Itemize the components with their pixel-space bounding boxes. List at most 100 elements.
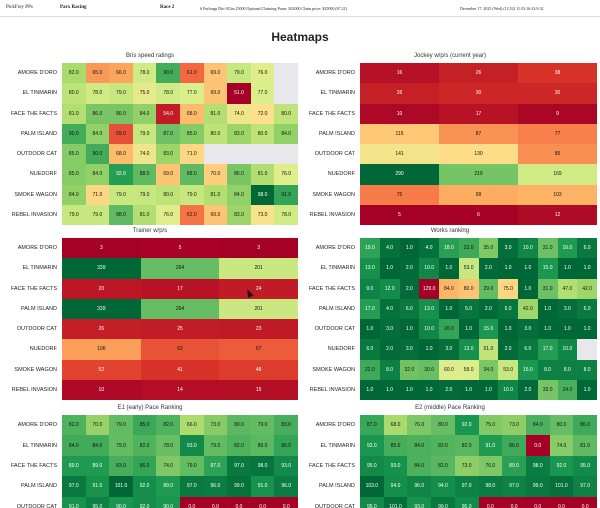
heatmap-cell: 90.0 [156,496,180,508]
heatmap-cell: 98.0 [525,455,550,477]
heatmap-cell: 82.0 [454,435,479,456]
row-label: AMORE D'ORO [17,245,57,252]
heatmap-cell: 3.0 [399,339,420,360]
heatmap-cell: 103 [518,184,597,205]
heatmap-grid: 16 26 38 26 30 30 10 17 9 116 87 77 141 130 85 290 219 16… [360,63,597,225]
heatmap-cell: 83.0 [274,415,298,436]
heatmap-cell: 3 [62,238,141,259]
heatmap-cell: 6.0 [518,339,538,360]
heatmap-cell: 1.0 [360,319,380,340]
heatmap-cell: 85 [518,144,597,165]
heatmap-cell: 84.0 [62,435,86,456]
heatmap-cell: 1.0 [577,258,597,279]
row-label: EL TINMARIN [22,442,57,449]
heatmap-cell: 91.0 [62,496,86,508]
heatmap-cell: 10 [360,103,439,124]
heatmap-cell: 82.0 [227,435,251,456]
heatmap-cell: 1.0 [498,319,518,340]
heatmap-cell: 84.0 [407,435,432,456]
heatmap-cell: 79.0 [203,435,228,456]
row-label: REBEL INVASION [309,386,355,393]
heatmap-cell: 89.0 [502,455,526,477]
heatmap-cell: 77.0 [180,83,204,104]
heatmap-cell: 5 [360,204,439,225]
heatmap-cell: 84.0 [85,123,110,144]
heatmap-cell: 32.0 [399,359,420,380]
heatmap-cell: 80.0 [431,415,455,436]
heatmap-cell: 20.0 [439,319,459,340]
heatmap-cell: 86.0 [274,435,298,456]
heatmap-cell: 51.0 [478,339,499,360]
heatmap-title: E1 (early) Pace Ranking [117,405,183,411]
heatmap-cell: 339 [62,258,141,279]
heatmap-cell: 1.0 [518,278,538,299]
heatmap-cell: 78.0 [156,435,180,456]
heatmap-cell: 96.0 [407,476,432,497]
row-labels: AMORE D'ORO EL TINMARIN FACE THE FACTS PALM… [300,415,355,508]
heatmap-cell: 83.0 [227,123,251,144]
heatmap-cell: 15 [219,379,298,400]
heatmap-cell: 1.0 [439,298,459,319]
heatmap-cell [250,144,275,165]
heatmap-title: Trainer w/p/s [132,228,168,234]
heatmap-cell: 23 [219,319,298,340]
heatmap-cell: 87.0 [203,455,228,477]
heatmap-cell: 2.0 [478,298,499,319]
row-label: FACE THE FACTS [308,285,355,292]
heatmap-grid: 82.0 70.0 79.0 85.0 82.0 66.0 73.0 80.0 79.0 83.0… [62,415,298,508]
heatmap-cell: 98.0 [250,455,275,477]
heatmap-cell: 0.0 [502,496,526,508]
heatmap-cell: 1.0 [360,379,380,400]
heatmap-cell: 80.0 [227,415,251,436]
heatmap-cell: 99.0 [431,496,455,508]
heatmap-cell: 48 [219,359,298,380]
heatmap-cell: 72.0 [250,103,275,124]
header-bar: PickFrey PPs Parx Racing Race 2 6 Furlon… [0,0,600,17]
heatmap-cell: 80.0 [156,184,180,205]
row-labels: AMORE D'ORO EL TINMARIN FACE THE FACTS PALM… [300,63,355,225]
heatmap-cell: 1.0 [537,298,558,319]
row-label: SMOKE WAGON [14,366,57,373]
heatmap-cell: 98.0 [250,184,275,205]
heatmap-cell: 77 [518,123,597,144]
heatmap-cell: 1.0 [379,379,400,400]
race-conditions: 6 Furlongs Dirt 0Clm 25000 Optional Clai… [200,6,347,11]
heatmap-cell: 0.0 [180,496,204,508]
heatmap-cell: 94.0 [383,476,408,497]
heatmap-cell: 0.0 [250,496,275,508]
heatmap-cell: 201 [219,298,298,319]
heatmap-cell: 15.0 [518,359,538,380]
heatmap-cell: 1.0 [557,319,578,340]
row-label: NUEDORF [327,346,355,353]
heatmap-cell: 80.0 [250,435,275,456]
heatmap-cell: 1.0 [419,339,439,360]
heatmap-cell: 69.0 [203,63,228,84]
heatmap-cell: 1.0 [478,379,499,400]
heatmap-cell: 75 [360,184,439,205]
heatmap-cell: 86.0 [573,415,597,436]
heatmap-cell: 17 [140,278,220,299]
heatmap-cell: 169 [518,164,597,185]
heatmap-cell: 0.0 [549,496,574,508]
heatmap-cell: 84.0 [85,164,110,185]
heatmap-cell: 10.0 [557,339,578,360]
heatmap-cell: 69.0 [156,164,180,185]
heatmap-cell: 12 [518,204,597,225]
heatmap-cell: 264 [140,298,220,319]
heatmap-cell: 10.0 [498,379,518,400]
heatmap-cell: 78.0 [85,83,110,104]
row-label: REBEL INVASION [11,386,57,393]
heatmap-cell: 53.0 [458,258,479,279]
heatmap-cell: 81.0 [250,164,275,185]
heatmap-cell: 76.0 [156,204,180,225]
heatmap-cell: 81.0 [203,184,228,205]
heatmap-cell: 25 [140,319,220,340]
heatmap-cell: 1.0 [419,379,439,400]
heatmap-cell: 219 [439,164,518,185]
heatmap-cell: 80.0 [549,415,574,436]
race-date: December 17, 2025 (Wed) (12:52) 11:53:16… [460,6,544,11]
row-label: OUTDOOR CAT [314,151,355,158]
heatmap-cell: 106 [62,339,141,360]
heatmap-cell: 88.0 [132,164,157,185]
heatmap-1: Jockey w/p/s (current year) AMORE D'ORO EL… [300,53,600,227]
